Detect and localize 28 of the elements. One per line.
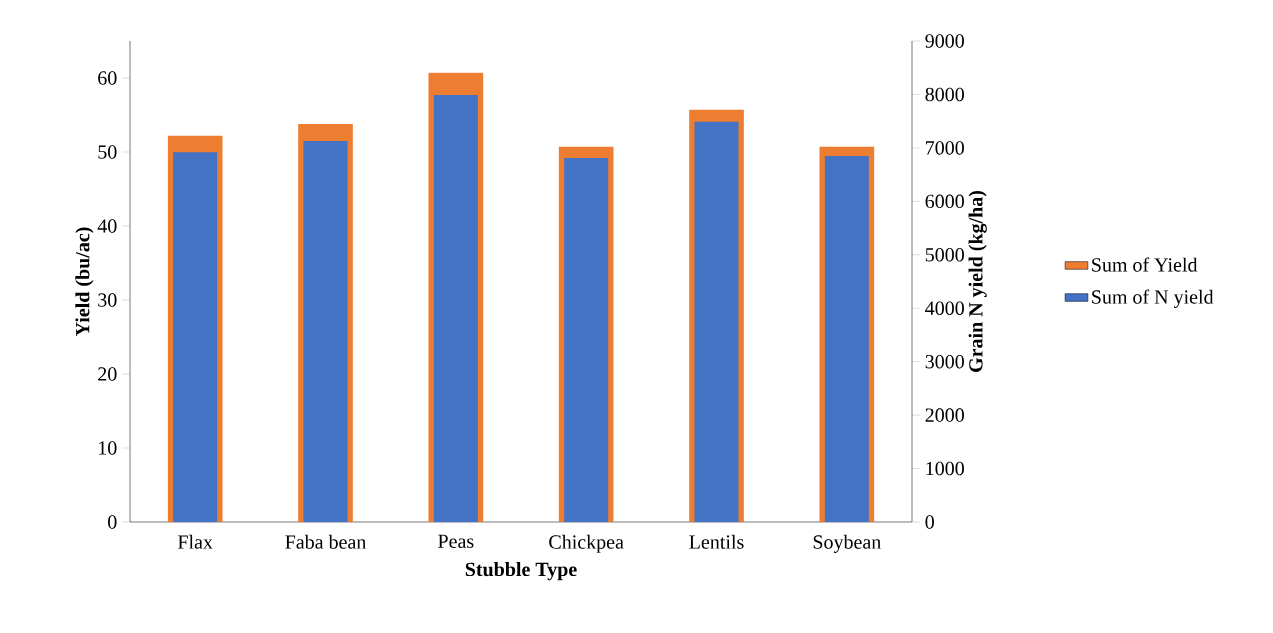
y-tick-label: 60 (98, 71, 117, 85)
y2-tick-label: 5000 (925, 248, 964, 262)
y2-tick-label: 2000 (925, 408, 964, 422)
legend-label: Sum of N yield (1092, 289, 1214, 308)
y2-tick-label: 1000 (926, 461, 964, 476)
y2-tick-label: 3000 (925, 354, 964, 369)
y-tick-label: 50 (98, 145, 117, 159)
x-tick-label: Chickpea (549, 534, 624, 553)
y2-tick-label: 7000 (926, 141, 964, 155)
x-tick-label: Flax (177, 534, 213, 549)
x-tick-label: Faba bean (285, 534, 367, 549)
y-axis-title: Yield (bu/ac) (75, 227, 94, 337)
y2-tick-label: 4000 (925, 301, 964, 315)
x-tick-label: Peas (438, 534, 474, 548)
y-tick-label: 20 (98, 367, 117, 381)
y2-axis-title: Grain N yield (kg/ha) (968, 190, 987, 372)
y-tick-label: 0 (108, 515, 117, 529)
x-tick-label: Lentils (689, 534, 744, 549)
y2-tick-label: 0 (925, 515, 934, 529)
legend-label: Sum of Yield (1092, 257, 1198, 272)
y2-tick-label: 8000 (925, 87, 964, 102)
x-tick-label: Soybean (813, 534, 881, 553)
y-tick-label: 30 (98, 293, 117, 307)
x-axis-title: Stubble Type (465, 562, 577, 581)
y-tick-label: 10 (99, 441, 117, 455)
y-tick-label: 40 (97, 219, 117, 233)
y2-tick-label: 9000 (925, 34, 964, 48)
y2-tick-label: 6000 (925, 194, 964, 209)
